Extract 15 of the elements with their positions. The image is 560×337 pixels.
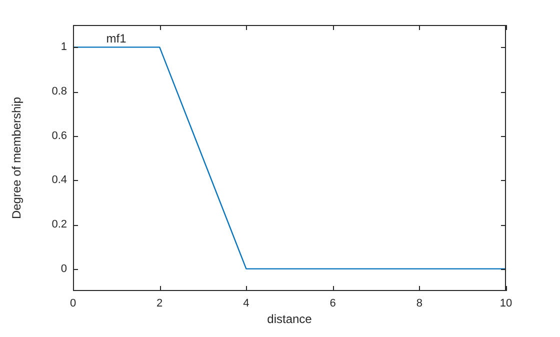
y-tick-label: 0.6: [52, 130, 67, 142]
x-tick-label: 0: [70, 298, 76, 310]
x-axis-title: distance: [267, 312, 312, 326]
x-tick-label: 4: [243, 298, 250, 310]
y-tick-label: 1: [60, 41, 67, 54]
annotation: mf1: [106, 31, 127, 46]
y-tick-label: 0.2: [52, 218, 67, 231]
y-tick-label: 0.4: [52, 174, 67, 186]
y-tick-label: 0: [60, 262, 67, 275]
x-tick-label: 10: [500, 298, 512, 310]
x-tick-label: 2: [156, 298, 163, 310]
y-tick-label: 0.8: [52, 86, 67, 98]
x-tick-label: 8: [416, 298, 422, 310]
x-tick-label: 6: [330, 298, 336, 310]
y-axis-title: Degree of membership: [10, 96, 24, 220]
